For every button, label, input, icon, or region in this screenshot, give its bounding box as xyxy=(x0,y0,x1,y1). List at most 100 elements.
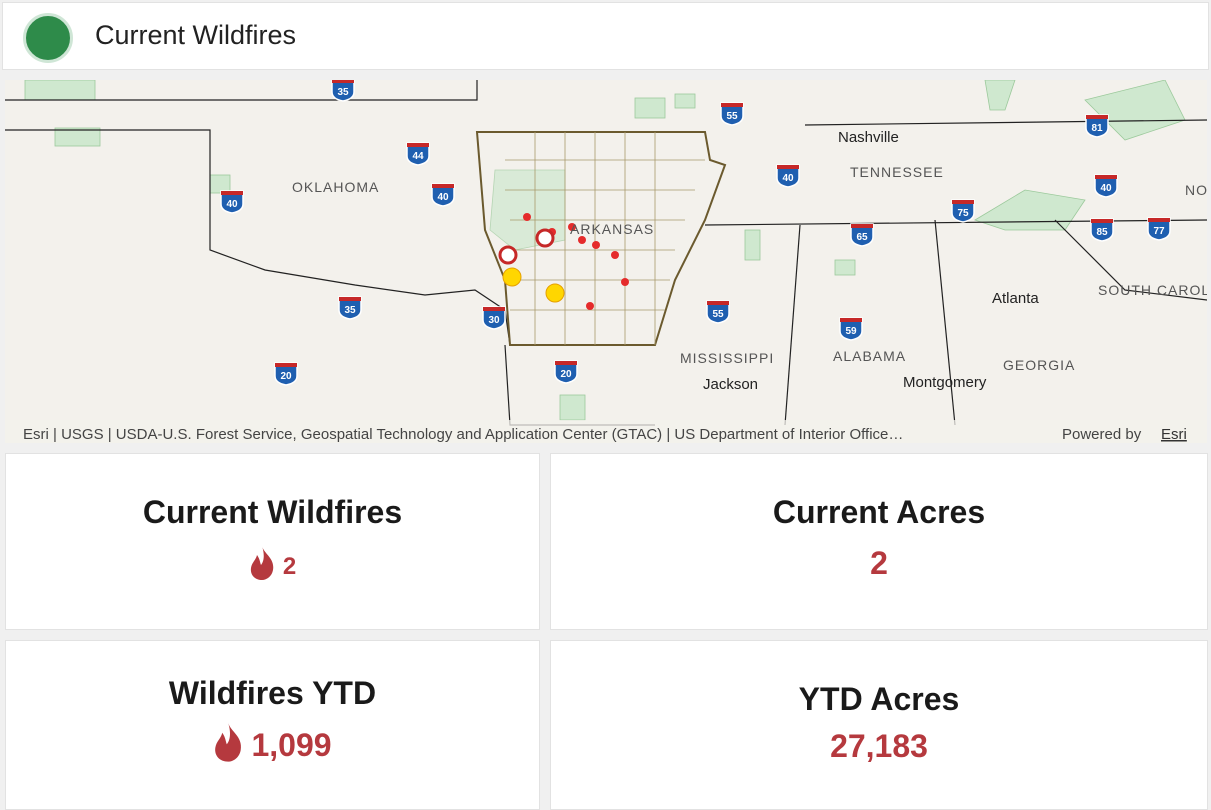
shield-number: 35 xyxy=(337,87,349,98)
shield-shape xyxy=(338,296,362,320)
shield-band xyxy=(221,191,243,195)
shield-number: 81 xyxy=(1091,123,1103,134)
shield-number: 40 xyxy=(437,192,449,203)
interstate-shield: 35 xyxy=(331,80,355,102)
map-label: TENNESSEE xyxy=(850,164,944,180)
card-value-row: 1,099 xyxy=(6,722,539,764)
shield-number: 55 xyxy=(712,309,724,320)
interstate-shield: 20 xyxy=(554,360,578,384)
shield-band xyxy=(275,363,297,367)
shield-band xyxy=(555,361,577,365)
interstate-shield: 40 xyxy=(431,183,455,207)
map-label: ALABAMA xyxy=(833,348,906,364)
card-title: YTD Acres xyxy=(798,681,960,717)
flame-icon xyxy=(250,546,274,580)
shield-shape xyxy=(220,190,244,214)
interstate-shield: 40 xyxy=(776,164,800,188)
shield-shape xyxy=(1090,218,1114,242)
interstate-shield: 35 xyxy=(338,296,362,320)
shield-band xyxy=(1095,175,1117,179)
shield-shape xyxy=(839,317,863,341)
esri-link[interactable]: Esri xyxy=(1161,426,1187,443)
shield-number: 65 xyxy=(856,232,868,243)
map-label: Atlanta xyxy=(992,290,1039,307)
shield-shape xyxy=(776,164,800,188)
shield-number: 59 xyxy=(845,326,857,337)
map-label: SOUTH CAROLI xyxy=(1098,282,1207,298)
shield-number: 40 xyxy=(1100,183,1112,194)
shield-band xyxy=(707,301,729,305)
shield-shape xyxy=(331,80,355,102)
interstate-shield: 40 xyxy=(220,190,244,214)
shield-shape xyxy=(720,102,744,126)
shield-band xyxy=(851,224,873,228)
interstate-shield: 40 xyxy=(1094,174,1118,198)
map-label: Montgomery xyxy=(903,374,987,391)
header-title: Current Wildfires xyxy=(95,20,297,50)
shield-band xyxy=(952,200,974,204)
interstate-shield: 85 xyxy=(1090,218,1114,242)
card-value: 1,099 xyxy=(251,727,332,763)
shield-shape xyxy=(1094,174,1118,198)
shield-shape xyxy=(554,360,578,384)
interstate-shield: 44 xyxy=(406,142,430,166)
attribution: Esri | USGS | USDA-U.S. Forest Service, … xyxy=(23,426,903,443)
shield-band xyxy=(1086,115,1108,119)
shield-band xyxy=(483,307,505,311)
flame-icon xyxy=(215,722,242,762)
shield-number: 20 xyxy=(280,371,292,382)
map-label: Jackson xyxy=(703,376,758,393)
card: Wildfires YTD 1,099 xyxy=(5,640,540,810)
shield-number: 40 xyxy=(782,173,794,184)
shield-band xyxy=(407,143,429,147)
shield-band xyxy=(1091,219,1113,223)
shield-number: 20 xyxy=(560,369,572,380)
map-label: NO xyxy=(1185,182,1207,198)
map-label: ARKANSAS xyxy=(570,221,654,237)
header: Current Wildfires xyxy=(2,2,1209,70)
card: Current Acres 2 xyxy=(550,453,1208,630)
shield-band xyxy=(432,184,454,188)
interstate-shield: 30 xyxy=(482,306,506,330)
shield-shape xyxy=(482,306,506,330)
shield-number: 77 xyxy=(1153,226,1165,237)
map-label: GEORGIA xyxy=(1003,357,1075,373)
shield-band xyxy=(332,80,354,83)
shield-band xyxy=(721,103,743,107)
shield-shape xyxy=(274,362,298,386)
interstate-shield: 55 xyxy=(706,300,730,324)
map-label: Nashville xyxy=(838,129,899,146)
card-title: Current Acres xyxy=(772,494,986,530)
map-label: MISSISSIPPI xyxy=(680,350,774,366)
logo xyxy=(23,13,73,63)
shield-shape xyxy=(1085,114,1109,138)
card-value: 27,183 xyxy=(830,728,928,764)
shield-number: 85 xyxy=(1096,227,1108,238)
shield-shape xyxy=(406,142,430,166)
shield-number: 44 xyxy=(412,151,424,162)
card-title: Current Wildfires xyxy=(142,494,403,530)
shield-shape xyxy=(1147,217,1171,241)
shield-band xyxy=(777,165,799,169)
map-canvas: OKLAHOMA ARKANSAS TENNESSEE Nashville MISSIS… xyxy=(5,80,1207,443)
shield-band xyxy=(840,318,862,322)
interstate-shield: 59 xyxy=(839,317,863,341)
shield-shape xyxy=(951,199,975,223)
card-title: Wildfires YTD xyxy=(168,675,377,711)
powered-by: Powered by xyxy=(1062,426,1142,443)
interstate-shield: 65 xyxy=(850,223,874,247)
shield-band xyxy=(339,297,361,301)
shield-number: 55 xyxy=(726,111,738,122)
interstate-shield: 81 xyxy=(1085,114,1109,138)
shield-number: 35 xyxy=(344,305,356,316)
interstate-shield: 77 xyxy=(1147,217,1171,241)
interstate-shield: 20 xyxy=(274,362,298,386)
map[interactable]: OKLAHOMA ARKANSAS TENNESSEE Nashville MISSIS… xyxy=(5,80,1207,443)
card: Current Wildfires 2 xyxy=(5,453,540,630)
map-label: OKLAHOMA xyxy=(292,179,379,195)
shield-shape xyxy=(850,223,874,247)
shield-number: 40 xyxy=(226,199,238,210)
card-value: 2 xyxy=(282,553,297,580)
card-value: 2 xyxy=(870,545,888,581)
